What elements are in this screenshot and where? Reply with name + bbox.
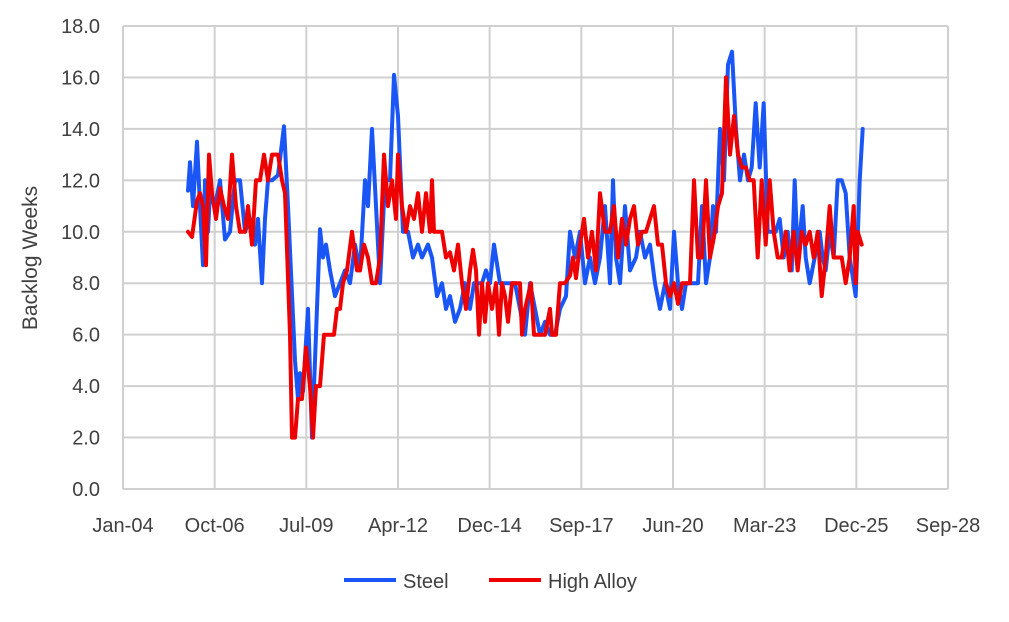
x-tick-label: Oct-06 [185, 515, 245, 537]
y-tick-label: 4.0 [72, 376, 100, 398]
y-tick-label: 12.0 [61, 170, 100, 192]
y-tick-label: 8.0 [72, 273, 100, 295]
legend: Steel High Alloy [344, 571, 637, 593]
y-axis-tick-labels: 0.0 2.0 4.0 6.0 8.0 10.0 12.0 14.0 16.0 18.0 [61, 16, 100, 501]
x-tick-label: Apr-12 [368, 515, 428, 537]
y-tick-label: 16.0 [61, 67, 100, 89]
y-tick-label: 0.0 [72, 479, 100, 501]
y-tick-label: 14.0 [61, 119, 100, 141]
y-axis-label: Backlog Weeks [19, 186, 42, 330]
y-tick-label: 18.0 [61, 16, 100, 38]
legend-label-steel: Steel [403, 571, 449, 593]
series-line-high-alloy [186, 75, 864, 440]
legend-label-high-alloy: High Alloy [548, 571, 637, 593]
x-tick-label: Mar-23 [733, 515, 796, 537]
x-tick-label: Jan-04 [92, 515, 153, 537]
x-axis-tick-labels: Jan-04 Oct-06 Jul-09 Apr-12 Dec-14 Sep-17 Jun-… [92, 515, 980, 537]
x-tick-label: Jul-09 [279, 515, 333, 537]
x-tick-label: Dec-14 [457, 515, 521, 537]
y-tick-label: 2.0 [72, 428, 100, 450]
x-tick-label: Dec-25 [824, 515, 888, 537]
y-tick-label: 10.0 [61, 222, 100, 244]
x-tick-label: Jun-20 [642, 515, 703, 537]
x-tick-label: Sep-17 [549, 515, 614, 537]
series-lines [186, 49, 865, 440]
x-tick-label: Sep-28 [916, 515, 981, 537]
y-tick-label: 6.0 [72, 325, 100, 347]
